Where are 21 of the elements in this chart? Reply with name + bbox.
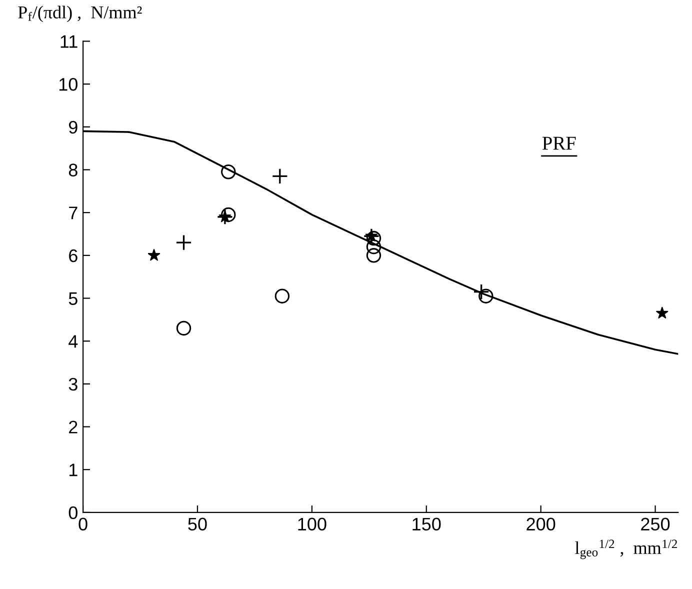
x-axis-title: l$_{geo}$$^{1/2}$ , mm$^{1/2}$	[575, 540, 677, 560]
x-tick-label: 100	[298, 518, 326, 531]
x-tick-label: 150	[412, 518, 441, 531]
y-tick-label: 7	[69, 206, 78, 220]
y-tick-label: 6	[69, 249, 78, 262]
y-tick-label: 9	[68, 120, 78, 134]
y-tick-label: 1	[70, 464, 78, 476]
y-tick-label: 2	[69, 420, 78, 434]
annotation: PRF	[542, 136, 576, 150]
y-tick-label: 4	[68, 335, 78, 348]
y-tick-label: 10	[59, 78, 78, 91]
y-tick-label: 11	[60, 35, 78, 48]
y-tick-label: 3	[68, 378, 78, 391]
y-tick-label: 0	[68, 506, 78, 520]
y-tick-label: 5	[68, 292, 78, 305]
x-tick-label: 50	[188, 518, 207, 531]
y-tick-label: 8	[68, 164, 78, 176]
y-axis-title: P$_{f}$/(πdl) , N/mm²	[18, 6, 142, 22]
x-tick-label: 200	[526, 518, 556, 531]
x-tick-label: 0	[78, 518, 88, 531]
x-tick-label: 250	[641, 518, 670, 531]
